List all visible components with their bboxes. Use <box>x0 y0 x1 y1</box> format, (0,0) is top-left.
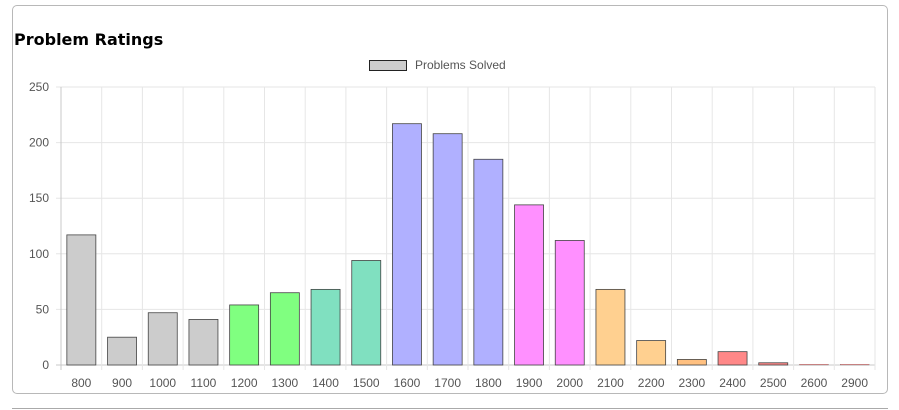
y-tick-label: 150 <box>29 191 49 205</box>
chart-title: Problem Ratings <box>14 30 164 49</box>
bar-800 <box>66 234 97 366</box>
legend-swatch <box>369 59 407 71</box>
bar-2600 <box>799 364 829 366</box>
x-tick-label: 2600 <box>801 376 828 390</box>
x-tick-label: 2900 <box>841 376 868 390</box>
bar-2200 <box>636 340 667 366</box>
bar-1500 <box>351 260 382 366</box>
x-tick-label: 800 <box>71 376 91 390</box>
x-tick-label: 1100 <box>191 376 217 390</box>
bar-2300 <box>676 359 707 366</box>
x-tick-label: 1400 <box>312 376 339 390</box>
legend-label: Problems Solved <box>415 58 506 72</box>
bar-2500 <box>758 362 789 366</box>
x-tick-label: 1900 <box>516 376 543 390</box>
bar-1300 <box>269 292 300 366</box>
bar-1400 <box>310 288 341 366</box>
x-tick-label: 2500 <box>760 376 787 390</box>
x-tick-label: 1300 <box>271 376 298 390</box>
bar-2900 <box>840 364 870 366</box>
y-tick-label: 0 <box>42 358 49 372</box>
x-tick-label: 1700 <box>434 376 461 390</box>
x-tick-label: 1500 <box>353 376 380 390</box>
bar-900 <box>107 336 137 366</box>
x-tick-label: 2400 <box>719 376 746 390</box>
bar-1700 <box>432 133 463 366</box>
bar-1800 <box>473 158 504 366</box>
x-tick-label: 2200 <box>638 376 665 390</box>
y-tick-label: 100 <box>29 247 49 261</box>
bar-1200 <box>229 304 260 366</box>
bar-1900 <box>514 204 544 366</box>
bar-1100 <box>188 319 219 366</box>
x-tick-label: 1600 <box>394 376 421 390</box>
bar-2000 <box>554 240 585 366</box>
bar-1600 <box>392 123 422 366</box>
bar-2400 <box>717 351 748 366</box>
y-tick-label: 250 <box>29 80 49 94</box>
bar-2100 <box>595 288 626 366</box>
x-tick-label: 2300 <box>678 376 705 390</box>
footer-divider <box>12 408 888 409</box>
bar-1000 <box>147 312 178 366</box>
x-tick-label: 1200 <box>231 376 258 390</box>
x-tick-label: 900 <box>112 376 132 390</box>
chart-legend[interactable]: Problems Solved <box>369 57 506 73</box>
x-tick-label: 2100 <box>597 376 624 390</box>
x-tick-label: 1800 <box>475 376 502 390</box>
x-tick-label: 2000 <box>556 376 583 390</box>
y-tick-label: 200 <box>29 136 49 150</box>
y-tick-label: 50 <box>36 302 50 316</box>
x-tick-label: 1000 <box>149 376 176 390</box>
